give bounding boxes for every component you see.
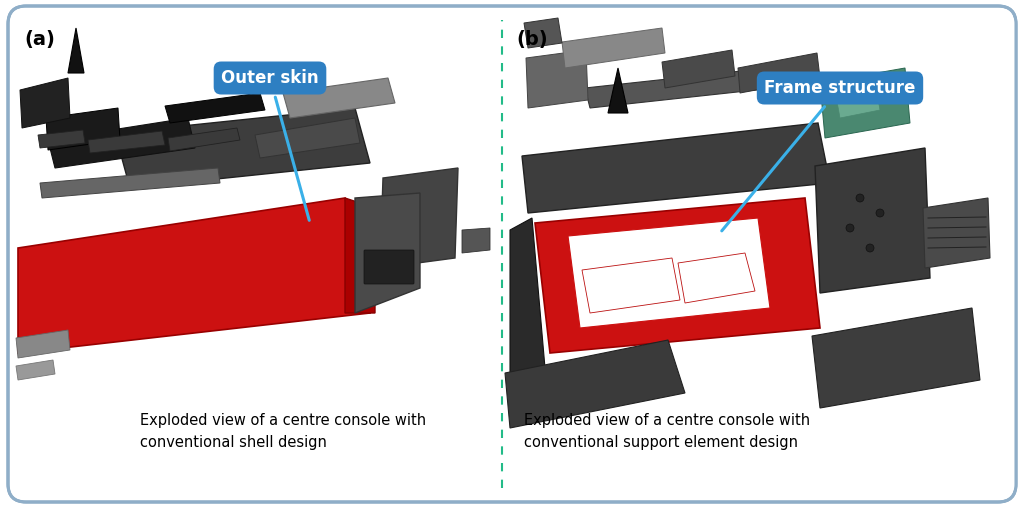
FancyBboxPatch shape (14, 14, 498, 494)
Text: Outer skin: Outer skin (221, 69, 318, 220)
Polygon shape (38, 130, 85, 148)
Polygon shape (923, 198, 990, 268)
Text: (b): (b) (516, 30, 548, 49)
Polygon shape (355, 193, 420, 313)
Polygon shape (18, 198, 370, 353)
Polygon shape (568, 218, 770, 328)
Polygon shape (522, 123, 830, 213)
Polygon shape (815, 148, 930, 293)
Polygon shape (510, 218, 545, 378)
Polygon shape (526, 50, 588, 108)
FancyBboxPatch shape (364, 250, 414, 284)
Polygon shape (88, 131, 165, 153)
Text: conventional support element design: conventional support element design (524, 435, 798, 450)
Polygon shape (608, 68, 628, 113)
Polygon shape (582, 258, 680, 313)
Polygon shape (345, 198, 375, 313)
Polygon shape (46, 108, 120, 150)
Text: Exploded view of a centre console with: Exploded view of a centre console with (524, 413, 810, 428)
Polygon shape (20, 78, 70, 128)
Polygon shape (820, 68, 910, 138)
Polygon shape (462, 228, 490, 253)
Polygon shape (505, 340, 685, 428)
Circle shape (866, 244, 874, 252)
Polygon shape (16, 330, 70, 358)
Text: Exploded view of a centre console with: Exploded view of a centre console with (140, 413, 426, 428)
Circle shape (856, 194, 864, 202)
Polygon shape (16, 360, 55, 380)
Polygon shape (168, 128, 240, 151)
FancyBboxPatch shape (506, 14, 1016, 494)
Polygon shape (165, 93, 265, 123)
Polygon shape (283, 78, 395, 118)
Polygon shape (738, 53, 820, 93)
Text: Frame structure: Frame structure (722, 79, 915, 231)
Polygon shape (255, 118, 360, 158)
Circle shape (846, 224, 854, 232)
FancyBboxPatch shape (8, 6, 1016, 502)
Circle shape (876, 209, 884, 217)
Polygon shape (662, 50, 735, 88)
Polygon shape (836, 88, 880, 118)
Polygon shape (68, 28, 84, 73)
Polygon shape (48, 118, 195, 168)
Polygon shape (562, 28, 665, 68)
Text: conventional shell design: conventional shell design (140, 435, 327, 450)
Polygon shape (40, 168, 220, 198)
Polygon shape (524, 18, 562, 48)
Polygon shape (380, 168, 458, 268)
Polygon shape (535, 198, 820, 353)
Polygon shape (115, 108, 370, 188)
Text: (a): (a) (24, 30, 55, 49)
Polygon shape (812, 308, 980, 408)
Polygon shape (678, 253, 755, 303)
Polygon shape (585, 63, 820, 108)
